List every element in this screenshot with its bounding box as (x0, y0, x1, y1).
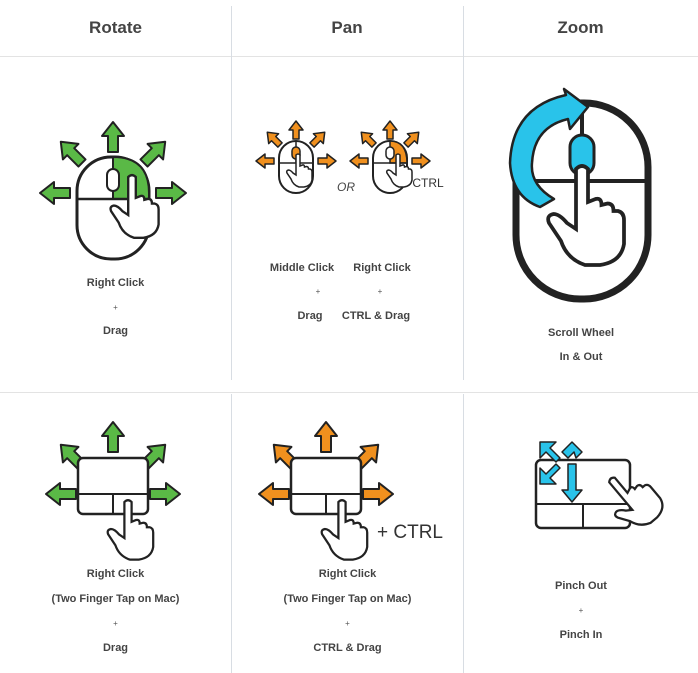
or-label: OR (337, 180, 355, 194)
pan-trackpad-line2: (Two Finger Tap on Mac) (283, 593, 412, 605)
ctrl-label: + CTRL (377, 522, 443, 543)
zoom-mouse-cell: Scroll Wheel In & Out (464, 57, 698, 387)
pan-header: Pan (331, 18, 363, 37)
plus-sign: + (578, 606, 584, 615)
mouse-middle-click-icon: OR CTRL (255, 120, 444, 194)
trackpad-pinch-icon (534, 441, 670, 539)
zoom-header: Zoom (557, 18, 604, 37)
rotate-trackpad-line1: Right Click (86, 568, 145, 580)
pan-mouse-col1-line1: Middle Click (269, 262, 335, 274)
mouse-scroll-wheel-icon (508, 87, 652, 303)
plus-sign: + (377, 287, 383, 296)
rotate-trackpad-line2: (Two Finger Tap on Mac) (51, 593, 180, 605)
plus-sign: + (113, 303, 118, 312)
pan-trackpad-line1: Right Click (318, 568, 377, 580)
mouse-right-click-icon (39, 121, 187, 261)
zoom-trackpad-line2: Pinch In (559, 629, 603, 641)
divider (231, 6, 232, 380)
trackpad-two-finger-icon (45, 421, 181, 561)
divider (0, 392, 698, 393)
pan-trackpad-cell: + CTRL Right Click (Two Finger Tap on Ma… (232, 394, 463, 673)
rotate-trackpad-cell: Right Click (Two Finger Tap on Mac) + Dr… (0, 394, 231, 673)
zoom-trackpad-cell: Pinch Out + Pinch In (464, 394, 698, 673)
plus-sign: + (345, 619, 350, 628)
plus-sign: + (113, 619, 118, 628)
zoom-mouse-line1: Scroll Wheel (547, 327, 615, 339)
pan-mouse-col2-line1: Right Click (353, 262, 411, 274)
pan-mouse-cell: OR CTRL Middle Click + Drag Right Click … (232, 57, 463, 387)
trackpad-two-finger-icon: + CTRL (258, 421, 443, 561)
divider (231, 394, 232, 673)
ctrl-label: CTRL (412, 176, 444, 190)
pan-mouse-col1-line2: Drag (297, 310, 323, 322)
plus-sign: + (315, 287, 321, 296)
pan-mouse-col2-line2: CTRL & Drag (341, 310, 411, 322)
rotate-header: Rotate (89, 18, 142, 37)
divider (463, 6, 464, 380)
zoom-mouse-line2: In & Out (559, 351, 603, 363)
rotate-mouse-line2: Drag (102, 325, 129, 337)
header-row: Rotate Pan Zoom (0, 0, 698, 57)
rotate-mouse-line1: Right Click (86, 277, 145, 289)
divider (463, 394, 464, 673)
zoom-trackpad-line1: Pinch Out (555, 580, 607, 592)
pan-trackpad-line3: CTRL & Drag (313, 642, 382, 654)
rotate-trackpad-line3: Drag (102, 642, 129, 654)
rotate-mouse-cell: Right Click + Drag (0, 57, 231, 387)
